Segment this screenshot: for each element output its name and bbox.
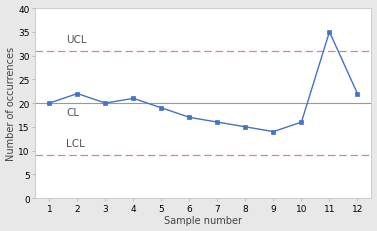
X-axis label: Sample number: Sample number [164,216,242,225]
Text: LCL: LCL [66,139,85,149]
Y-axis label: Number of occurrences: Number of occurrences [6,47,15,161]
Text: CL: CL [66,107,79,117]
Text: UCL: UCL [66,35,87,45]
